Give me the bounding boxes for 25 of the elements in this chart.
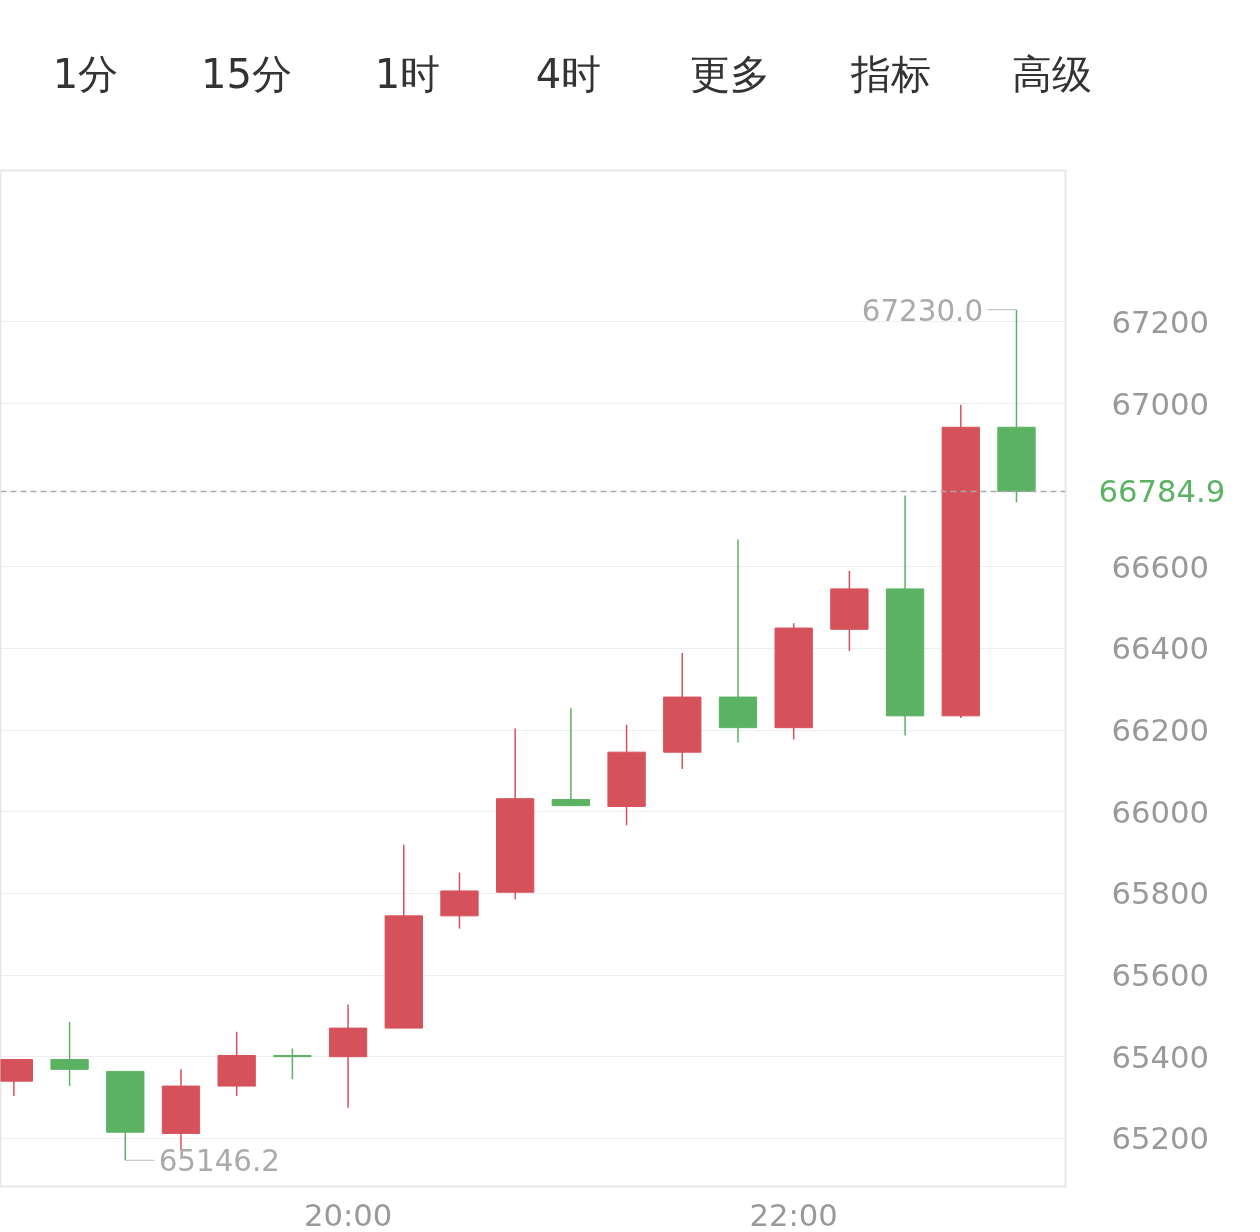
y-tick-label: 66600 (1111, 549, 1210, 585)
annotation: 65146.2 (158, 1144, 280, 1179)
text: 4时 (534, 50, 603, 100)
text: 15分 (200, 50, 293, 100)
x-tick-label: 20:00 (303, 1197, 393, 1232)
text: 高级 (1010, 50, 1093, 100)
y-tick-label: 67200 (1111, 304, 1210, 340)
y-tick-label: 65200 (1111, 1121, 1210, 1157)
candlestick (551, 707, 591, 807)
text: 更多 (688, 50, 771, 100)
y-tick-label: 66000 (1111, 794, 1210, 830)
text: 1分 (51, 50, 120, 100)
annotation: 67230.0 (861, 293, 984, 328)
text: 1时 (373, 50, 442, 100)
y-tick-label: 66200 (1111, 713, 1210, 749)
candlestick (273, 1047, 312, 1080)
y-tick-label: 65400 (1111, 1039, 1210, 1075)
text: 指标 (849, 50, 932, 100)
ref-line-label: 66784.9 (1098, 474, 1226, 510)
y-tick-label: 65600 (1111, 958, 1210, 994)
y-tick-label: 65800 (1111, 876, 1210, 912)
x-tick-label: 22:00 (749, 1197, 838, 1232)
y-tick-label: 67000 (1111, 386, 1210, 422)
candlestick (50, 1021, 89, 1087)
y-tick-label: 66400 (1111, 631, 1210, 667)
